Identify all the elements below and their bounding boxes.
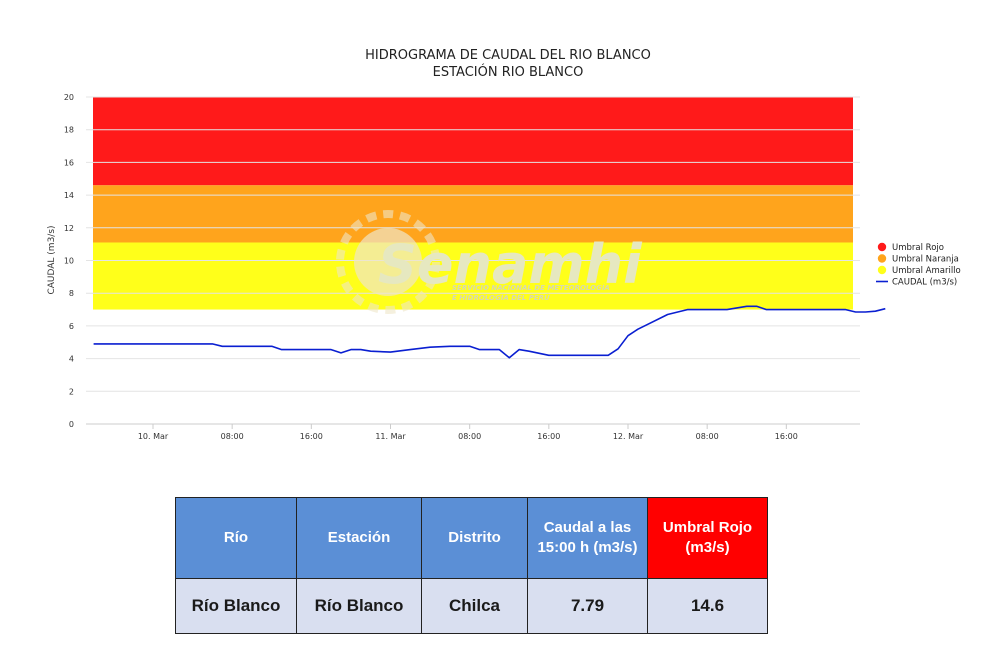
watermark-line2: E HIDROLOGÍA DEL PERÚ <box>452 293 550 302</box>
hydrograph-chart: HIDROGRAMA DE CAUDAL DEL RIO BLANCO ESTA… <box>47 48 961 441</box>
chart-title: HIDROGRAMA DE CAUDAL DEL RIO BLANCO <box>365 48 651 63</box>
legend-item-caudal-m3-s[interactable]: CAUDAL (m3/s) <box>892 278 957 288</box>
legend-item-umbral-naranja[interactable]: Umbral Naranja <box>892 255 959 265</box>
y-tick-label: 4 <box>69 355 74 364</box>
y-tick-label: 20 <box>64 93 74 102</box>
x-tick-label: 10. Mar <box>138 432 169 441</box>
x-axis-ticks: 10. Mar 08:00 16:00 11. Mar 08:00 16:00 12. Ma… <box>138 424 798 441</box>
y-tick-label: 12 <box>64 224 74 233</box>
y-tick-label: 6 <box>69 322 74 331</box>
cell-estacion: Río Blanco <box>296 578 422 634</box>
y-tick-label: 16 <box>64 158 74 167</box>
x-tick-label: 08:00 <box>458 432 481 441</box>
watermark-line1: SERVICIO NACIONAL DE METEOROLOGÍA <box>452 283 610 292</box>
cell-umbral-rojo: 14.6 <box>647 578 768 634</box>
y-tick-label: 14 <box>64 191 74 200</box>
header-umbral-rojo: Umbral Rojo (m3/s) <box>647 497 768 579</box>
station-summary-table: Río Estación Distrito Caudal a las 15:00… <box>175 497 768 634</box>
x-tick-label: 08:00 <box>221 432 244 441</box>
legend-marker-umbral-naranja <box>877 254 887 263</box>
grid-lines <box>86 96 860 425</box>
band-umbral-amarillo <box>93 242 853 310</box>
x-tick-label: 11. Mar <box>375 432 406 441</box>
legend-item-umbral-rojo[interactable]: Umbral Rojo <box>892 243 944 253</box>
x-tick-label: 16:00 <box>300 432 323 441</box>
y-tick-label: 2 <box>69 387 74 396</box>
series-line-caudal <box>93 305 886 359</box>
table-header-row: Río Estación Distrito Caudal a las 15:00… <box>175 497 768 579</box>
header-estacion: Estación <box>296 497 422 579</box>
cell-caudal: 7.79 <box>527 578 648 634</box>
y-tick-label: 0 <box>69 420 74 429</box>
header-caudal: Caudal a las 15:00 h (m3/s) <box>527 497 648 579</box>
x-tick-label: 12. Mar <box>613 432 644 441</box>
y-tick-label: 8 <box>69 289 74 298</box>
y-tick-label: 10 <box>64 257 74 266</box>
x-tick-label: 16:00 <box>775 432 798 441</box>
cell-rio: Río Blanco <box>175 578 297 634</box>
legend-marker-umbral-rojo <box>877 242 887 252</box>
table-row: Río Blanco Río Blanco Chilca 7.79 14.6 <box>175 578 768 634</box>
header-rio: Río <box>175 497 297 579</box>
band-umbral-rojo <box>93 97 853 186</box>
y-axis-ticks: 0 2 4 6 8 10 12 14 16 18 20 <box>64 93 74 429</box>
sun-icon <box>336 210 440 314</box>
x-tick-label: 08:00 <box>696 432 719 441</box>
y-tick-label: 18 <box>64 126 74 135</box>
series-layer <box>93 305 886 359</box>
header-distrito: Distrito <box>421 497 528 579</box>
cell-distrito: Chilca <box>421 578 528 634</box>
legend-item-umbral-amarillo[interactable]: Umbral Amarillo <box>892 266 961 276</box>
y-axis-label: CAUDAL (m3/s) <box>47 225 57 294</box>
x-tick-label: 16:00 <box>537 432 560 441</box>
legend-marker-umbral-amarillo <box>877 265 887 275</box>
chart-subtitle: ESTACIÓN RIO BLANCO <box>433 64 584 80</box>
watermark-brand: Senamhi <box>378 233 643 296</box>
senamhi-watermark-logo: Senamhi SERVICIO NACIONAL DE METEOROLOGÍ… <box>336 210 643 314</box>
